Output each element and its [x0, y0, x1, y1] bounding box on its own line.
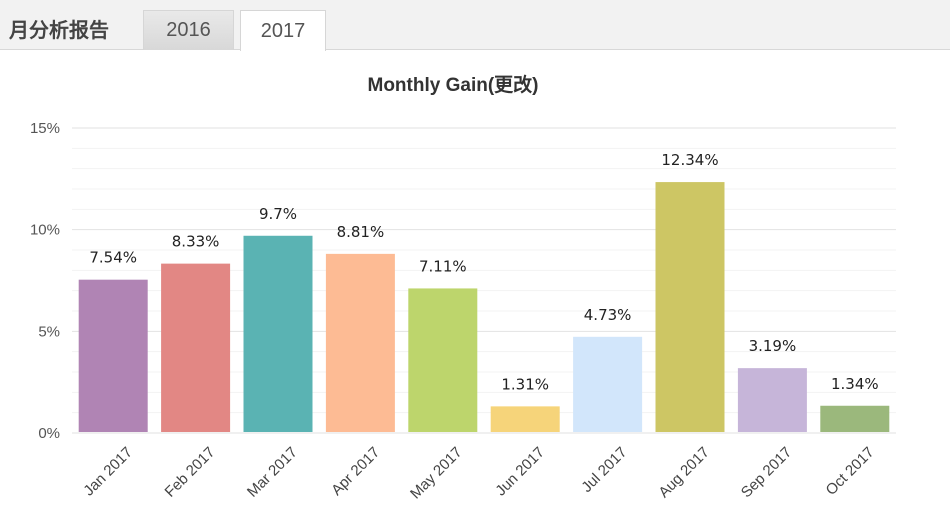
- x-tick-label: Jan 2017: [80, 444, 136, 500]
- data-label: 1.31%: [501, 375, 549, 393]
- x-tick-label: Jun 2017: [492, 444, 548, 500]
- x-tick-label: Sep 2017: [738, 444, 795, 501]
- section-title: 月分析报告: [9, 18, 109, 42]
- tab-2016[interactable]: 2016: [143, 10, 234, 50]
- x-tick-label: May 2017: [407, 444, 466, 503]
- data-label: 1.34%: [831, 375, 879, 393]
- data-label: 4.73%: [584, 306, 632, 324]
- bar-aug-2017[interactable]: [655, 182, 725, 432]
- x-tick-label: Mar 2017: [244, 444, 301, 501]
- y-tick-label: 15%: [30, 120, 60, 137]
- data-label: 8.33%: [172, 233, 220, 251]
- bar-jul-2017[interactable]: [573, 336, 643, 432]
- data-label: 8.81%: [337, 223, 385, 241]
- bar-feb-2017[interactable]: [161, 263, 231, 432]
- data-label: 7.11%: [419, 257, 467, 275]
- bar-jan-2017[interactable]: [78, 279, 148, 432]
- data-label: 3.19%: [749, 337, 797, 355]
- x-tick-label: Oct 2017: [823, 444, 878, 499]
- chart-title: Monthly Gain(更改): [367, 75, 539, 96]
- data-label: 9.7%: [259, 205, 297, 223]
- data-label: 12.34%: [661, 151, 718, 169]
- bar-jun-2017[interactable]: [490, 406, 560, 432]
- x-tick-label: Apr 2017: [328, 444, 383, 499]
- x-tick-label: Jul 2017: [578, 444, 630, 496]
- bar-apr-2017[interactable]: [325, 253, 395, 432]
- x-tick-label: Feb 2017: [162, 444, 219, 501]
- bar-oct-2017[interactable]: [820, 405, 890, 432]
- y-tick-label: 5%: [38, 323, 60, 340]
- y-tick-label: 10%: [30, 222, 60, 239]
- bar-mar-2017[interactable]: [243, 235, 313, 432]
- y-tick-label: 0%: [38, 425, 60, 442]
- data-label: 7.54%: [89, 249, 137, 267]
- x-tick-label: Aug 2017: [655, 444, 712, 501]
- tab-2017[interactable]: 2017: [240, 10, 326, 51]
- bar-sep-2017[interactable]: [737, 368, 807, 432]
- tab-bar: 月分析报告 2016 2017: [0, 0, 950, 51]
- bar-may-2017[interactable]: [408, 288, 478, 432]
